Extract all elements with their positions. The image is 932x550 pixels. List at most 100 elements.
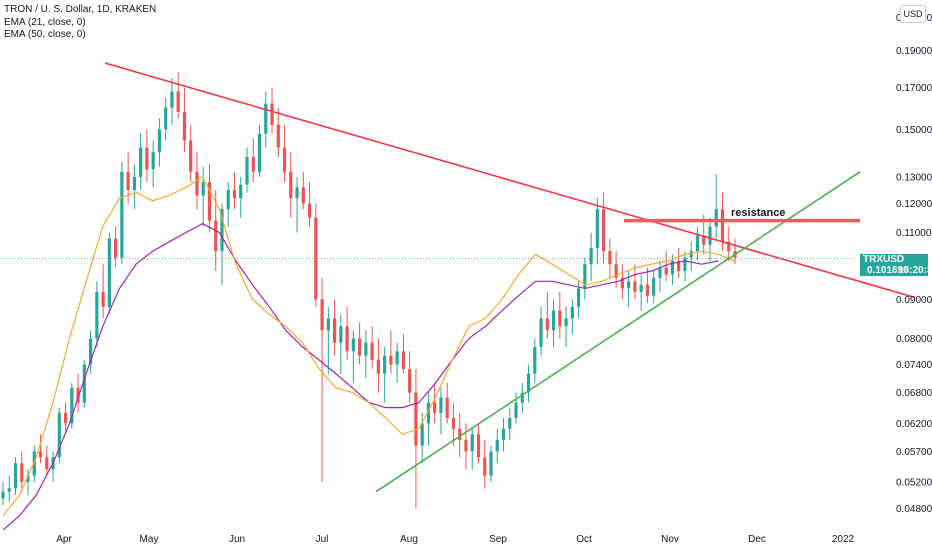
candle-body — [451, 418, 456, 429]
candle-body — [63, 412, 68, 424]
candle-body — [207, 182, 212, 221]
candle-body — [520, 392, 524, 403]
candle-body — [551, 310, 556, 331]
candle-body — [7, 488, 11, 492]
candle-body — [32, 451, 36, 476]
candle-body — [720, 209, 725, 242]
ema21-legend[interactable]: EMA (21, close, 0) — [4, 16, 86, 28]
candle-body — [345, 326, 349, 352]
candle-body — [157, 129, 162, 153]
last-price: 0.101690 — [867, 265, 909, 276]
x-tick-label: Apr — [56, 534, 72, 545]
candle-body — [339, 326, 343, 343]
candle-body — [114, 238, 118, 258]
x-tick-label: May — [140, 534, 159, 545]
candle-body — [702, 235, 706, 245]
candle-body — [139, 147, 143, 177]
trendlines[interactable] — [0, 62, 916, 493]
candle-body — [583, 264, 587, 289]
chart-legend: TRON / U. S. Dollar, 1D, KRAKEN EMA (21,… — [4, 4, 156, 42]
candle-body — [714, 209, 718, 227]
candle-body — [695, 235, 700, 252]
candle-body — [126, 171, 130, 190]
candle-body — [677, 260, 681, 271]
candle-body — [445, 397, 449, 419]
symbol-title[interactable]: TRON / U. S. Dollar, 1D, KRAKEN — [4, 4, 157, 15]
resistance-label: resistance — [731, 207, 786, 219]
candle-body — [45, 457, 49, 470]
x-tick-label: Aug — [400, 534, 418, 545]
ascending-trendline — [375, 171, 861, 493]
candle-body — [170, 91, 174, 108]
candle-body — [226, 189, 230, 210]
candle-body — [458, 428, 462, 440]
candle-body — [608, 251, 612, 265]
candle-body — [20, 463, 24, 482]
ema21-line — [2, 176, 736, 516]
candle-body — [633, 281, 637, 292]
candle-body — [664, 267, 668, 275]
candle-body — [683, 257, 687, 271]
candle-body — [13, 463, 18, 489]
candle-body — [389, 355, 393, 365]
candle-body — [107, 238, 111, 307]
y-tick-label: 0.048000 — [896, 504, 932, 515]
candle-body — [232, 189, 237, 199]
candle-body — [38, 451, 43, 458]
candle-body — [251, 157, 255, 172]
candle-body — [495, 439, 499, 452]
candle-body — [57, 412, 61, 458]
descending-trendline — [104, 62, 916, 299]
candle-body — [101, 291, 105, 307]
candle-body — [539, 318, 543, 347]
candle-body — [414, 392, 418, 446]
candle-body — [564, 318, 568, 327]
candle-body — [526, 373, 531, 393]
candle-body — [508, 418, 512, 429]
candle-body — [727, 241, 731, 252]
candle-body — [489, 451, 493, 476]
candle-body — [645, 284, 650, 296]
candle-body — [82, 364, 86, 403]
ema50-line — [2, 222, 719, 531]
currency-button[interactable]: USD — [900, 5, 926, 23]
candle-body — [176, 91, 180, 112]
candle-body — [88, 338, 93, 365]
candle-body — [652, 277, 656, 296]
candle-body — [689, 251, 693, 258]
candle-body — [239, 184, 243, 199]
candle-body — [151, 152, 155, 170]
candle-body — [576, 288, 581, 307]
ema50-legend[interactable]: EMA (50, close, 0) — [4, 29, 86, 40]
candle-body — [370, 342, 374, 361]
candle-body — [195, 171, 199, 196]
time-axis[interactable]: Apr May Jun Jul Aug Sep Oct Nov Dec 2022 — [56, 534, 854, 545]
candle-body — [201, 182, 205, 196]
bar-countdown: 16:20:36 — [898, 265, 932, 276]
candle-body — [470, 434, 474, 452]
candle-body — [426, 402, 431, 424]
candle-body — [708, 226, 712, 245]
x-tick-label: 2022 — [832, 534, 855, 545]
candle-body — [264, 103, 268, 134]
candle-body — [26, 475, 30, 482]
x-tick-label: Nov — [661, 534, 679, 545]
candle-body — [257, 133, 262, 172]
candle-body — [408, 369, 412, 393]
candles — [1, 72, 737, 509]
candle-body — [220, 209, 224, 252]
candle-body — [545, 318, 549, 331]
candle-body — [614, 264, 618, 278]
candle-body — [295, 187, 299, 199]
candle-body — [558, 310, 562, 327]
